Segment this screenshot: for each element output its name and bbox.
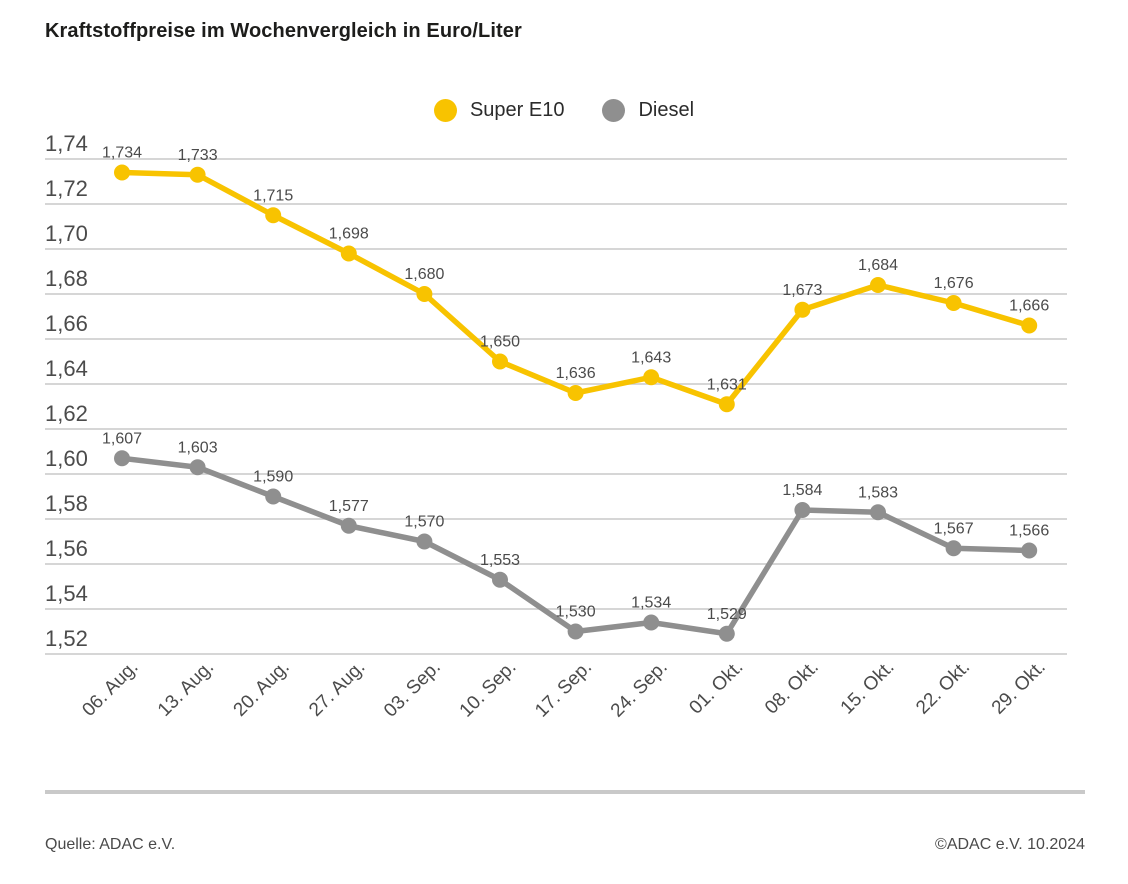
svg-text:1,64: 1,64 [45, 356, 88, 381]
source-label: Quelle: ADAC e.V. [45, 836, 176, 853]
svg-text:1,62: 1,62 [45, 401, 88, 426]
legend-label-super-e10: Super E10 [469, 99, 565, 121]
svg-text:1,553: 1,553 [480, 552, 520, 569]
svg-text:1,570: 1,570 [404, 514, 444, 531]
svg-text:1,603: 1,603 [178, 439, 218, 456]
svg-text:15. Okt.: 15. Okt. [837, 657, 899, 719]
legend-label-diesel: Diesel [638, 99, 695, 121]
chart-title: Kraftstoffpreise im Wochenvergleich in E… [45, 20, 522, 42]
svg-text:17. Sep.: 17. Sep. [531, 657, 596, 722]
svg-text:1,60: 1,60 [45, 446, 88, 471]
svg-text:03. Sep.: 03. Sep. [380, 657, 445, 722]
svg-text:1,643: 1,643 [631, 349, 671, 366]
svg-text:1,666: 1,666 [1009, 298, 1049, 315]
svg-text:1,70: 1,70 [45, 221, 88, 246]
svg-text:1,631: 1,631 [707, 376, 747, 393]
svg-text:01. Okt.: 01. Okt. [685, 657, 747, 719]
svg-text:22. Okt.: 22. Okt. [912, 657, 974, 719]
svg-text:1,567: 1,567 [934, 520, 974, 537]
svg-text:1,530: 1,530 [556, 604, 596, 621]
svg-text:1,583: 1,583 [858, 484, 898, 501]
fuel-price-line-chart: 1,74 1,72 1,70 1,68 1,66 1,64 1,62 1,60 1,58 1,56… [45, 131, 1067, 722]
diesel-dot-icon [602, 99, 626, 122]
legend-item-diesel: Diesel [602, 99, 694, 122]
svg-text:1,66: 1,66 [45, 311, 88, 336]
footer-divider [45, 790, 1085, 794]
svg-text:1,590: 1,590 [253, 469, 293, 486]
svg-text:1,577: 1,577 [329, 498, 369, 515]
legend: Super E10 Diesel [0, 99, 1128, 122]
svg-text:1,584: 1,584 [782, 482, 822, 499]
legend-item-super-e10: Super E10 [433, 99, 565, 122]
svg-text:1,698: 1,698 [329, 226, 369, 243]
svg-text:1,74: 1,74 [45, 131, 88, 156]
svg-text:08. Okt.: 08. Okt. [761, 657, 823, 719]
svg-text:1,680: 1,680 [404, 266, 444, 283]
svg-text:1,72: 1,72 [45, 176, 88, 201]
svg-text:1,534: 1,534 [631, 595, 671, 612]
svg-text:06. Aug.: 06. Aug. [78, 657, 142, 721]
svg-text:1,673: 1,673 [782, 282, 822, 299]
svg-text:1,529: 1,529 [707, 606, 747, 623]
svg-text:1,58: 1,58 [45, 491, 88, 516]
svg-text:24. Sep.: 24. Sep. [607, 657, 672, 722]
svg-text:1,56: 1,56 [45, 536, 88, 561]
svg-text:1,607: 1,607 [102, 430, 142, 447]
svg-text:1,650: 1,650 [480, 334, 520, 351]
svg-text:1,566: 1,566 [1009, 523, 1049, 540]
svg-text:1,636: 1,636 [556, 365, 596, 382]
svg-text:13. Aug.: 13. Aug. [154, 657, 218, 721]
svg-text:10. Sep.: 10. Sep. [456, 657, 521, 722]
svg-text:1,684: 1,684 [858, 257, 898, 274]
copyright-label: ©ADAC e.V. 10.2024 [935, 836, 1085, 853]
svg-text:1,676: 1,676 [934, 275, 974, 292]
svg-text:1,54: 1,54 [45, 581, 88, 606]
svg-text:1,733: 1,733 [178, 147, 218, 164]
svg-text:29. Okt.: 29. Okt. [988, 657, 1050, 719]
svg-text:1,68: 1,68 [45, 266, 88, 291]
svg-text:1,715: 1,715 [253, 187, 293, 204]
svg-text:20. Aug.: 20. Aug. [230, 657, 294, 721]
svg-text:1,734: 1,734 [102, 145, 142, 162]
svg-text:27. Aug.: 27. Aug. [305, 657, 369, 721]
svg-text:1,52: 1,52 [45, 626, 88, 651]
super-e10-dot-icon [433, 99, 457, 122]
